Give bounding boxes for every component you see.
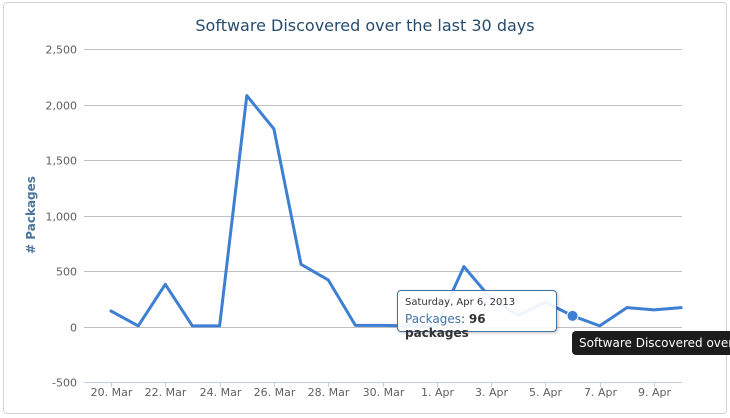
y-tick-label: 2,500	[46, 44, 78, 57]
x-tick-label: 5. Apr	[529, 386, 562, 399]
y-tick-label: 500	[56, 266, 77, 279]
y-tick-label: 2,000	[46, 100, 78, 113]
tooltip-value: 96 packages	[405, 312, 486, 340]
hover-title-label: Software Discovered over	[572, 331, 730, 355]
tooltip-date: Saturday, Apr 6, 2013	[405, 297, 516, 308]
y-tick-label: -500	[52, 377, 77, 390]
x-tick-label: 22. Mar	[145, 386, 187, 399]
y-tick-label: 1,500	[46, 155, 78, 168]
x-tick-label: 30. Mar	[363, 386, 405, 399]
y-tick-label: 0	[70, 322, 77, 335]
x-tick-label: 26. Mar	[254, 386, 296, 399]
x-tick-label: 28. Mar	[308, 386, 350, 399]
tooltip-row: Packages: 96 packages	[405, 312, 486, 340]
x-tick-label: 3. Apr	[475, 386, 508, 399]
x-tick-label: 7. Apr	[584, 386, 617, 399]
tooltip-series-name: Packages	[405, 312, 461, 326]
x-tick-label: 1. Apr	[421, 386, 454, 399]
hovered-data-point[interactable]	[566, 309, 579, 322]
chart-tooltip: Saturday, Apr 6, 2013 Packages: 96 packa…	[397, 290, 557, 340]
x-tick-label: 9. Apr	[638, 386, 671, 399]
series-line-packages[interactable]	[109, 94, 683, 328]
x-tick-label: 24. Mar	[200, 386, 242, 399]
chart-title: Software Discovered over the last 30 day…	[195, 16, 535, 35]
x-tick-label: 20. Mar	[91, 386, 133, 399]
y-tick-label: 1,000	[46, 211, 78, 224]
